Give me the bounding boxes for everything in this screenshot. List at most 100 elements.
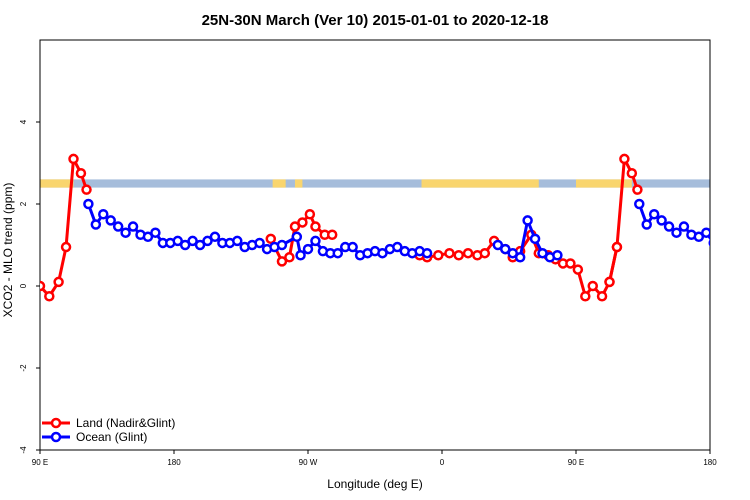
data-point — [565, 258, 576, 269]
data-point — [648, 209, 660, 220]
data-point — [641, 219, 652, 230]
y-tick-label: 0 — [19, 283, 28, 288]
data-point — [68, 153, 79, 165]
data-point — [202, 235, 213, 247]
legend-label: Ocean (Glint) — [76, 430, 147, 444]
data-point — [194, 239, 206, 251]
legend-marker — [50, 431, 62, 443]
x-tick-label: 90 E — [568, 458, 584, 467]
legend: Land (Nadir&Glint)Ocean (Glint) — [42, 416, 175, 444]
data-point — [276, 239, 288, 251]
data-point — [537, 247, 548, 259]
data-point — [120, 227, 131, 238]
y-tick-label: 2 — [19, 201, 28, 206]
x-axis-label: Longitude (deg E) — [327, 477, 422, 491]
data-point — [291, 231, 303, 243]
data-point — [276, 256, 288, 267]
data-point — [75, 168, 87, 179]
data-point — [572, 264, 584, 275]
data-point — [179, 239, 191, 251]
data-point — [332, 247, 344, 259]
series-group — [40, 153, 643, 302]
data-point — [284, 252, 295, 263]
land-band-segment — [421, 179, 539, 188]
x-tick-label: 90 E — [32, 458, 48, 467]
landmask-band — [40, 179, 710, 188]
data-point — [392, 241, 403, 253]
data-point — [656, 215, 667, 226]
data-point — [254, 237, 265, 249]
chart-title: 25N-30N March (Ver 10) 2015-01-01 to 202… — [202, 12, 549, 29]
series-group — [83, 198, 710, 263]
data-point — [421, 247, 433, 259]
data-point — [310, 221, 321, 232]
data-point — [232, 235, 243, 247]
data-point — [552, 250, 563, 261]
data-point — [453, 250, 464, 261]
data-point — [678, 221, 690, 232]
data-point — [326, 229, 338, 240]
x-axis: 90 E 180 90 W 0 90 E 180 — [32, 450, 717, 467]
land-band-segment — [272, 179, 286, 188]
data-point — [462, 247, 474, 259]
data-point — [98, 209, 109, 220]
data-point — [634, 198, 645, 210]
data-point — [433, 250, 444, 261]
data-point — [265, 233, 277, 245]
land-band-segment — [40, 179, 74, 188]
y-axis-label: XCO2 - MLO trend (ppm) — [1, 183, 15, 318]
data-point — [289, 221, 301, 232]
y-tick-label: -4 — [19, 446, 28, 454]
data-point — [127, 221, 139, 232]
data-point — [479, 247, 491, 259]
y-axis: -4 -2 0 2 4 — [19, 119, 40, 454]
legend-label: Land (Nadir&Glint) — [76, 416, 175, 430]
data-point — [347, 241, 358, 253]
x-tick-label: 90 W — [299, 458, 318, 467]
data-point — [172, 235, 183, 247]
data-point — [701, 227, 710, 238]
data-point — [580, 291, 591, 302]
data-point — [507, 247, 518, 259]
x-tick-label: 180 — [703, 458, 717, 467]
data-point — [304, 209, 316, 220]
ocean-band — [40, 179, 710, 188]
data-point — [297, 217, 308, 228]
x-tick-label: 180 — [167, 458, 181, 467]
x-tick-label: 0 — [440, 458, 445, 467]
data-point — [522, 215, 533, 226]
data-point — [604, 276, 615, 288]
land-band-segment — [294, 179, 303, 188]
data-point — [187, 235, 198, 247]
data-point — [142, 231, 154, 243]
data-point — [693, 231, 705, 243]
data-point — [81, 184, 92, 195]
data-point — [596, 291, 608, 302]
data-point — [209, 231, 221, 243]
data-point — [663, 221, 675, 232]
land-band-segment — [576, 179, 632, 188]
data-point — [112, 221, 124, 232]
data-point — [619, 153, 630, 165]
y-tick-label: 4 — [19, 119, 28, 124]
data-point — [611, 241, 623, 253]
data-point — [671, 227, 682, 238]
data-point — [626, 168, 638, 179]
data-point — [529, 233, 541, 245]
data-point — [632, 184, 643, 195]
series-layer — [40, 153, 710, 302]
data-point — [295, 250, 306, 261]
data-point — [83, 198, 94, 210]
data-point — [587, 280, 598, 292]
plot-frame — [39, 39, 711, 451]
series-line — [419, 233, 619, 298]
data-point — [310, 235, 321, 247]
data-point — [105, 215, 116, 226]
data-point — [90, 219, 102, 230]
y-tick-label: -2 — [19, 364, 28, 372]
data-point — [60, 241, 72, 253]
data-point — [708, 239, 710, 247]
data-point — [150, 227, 161, 238]
data-point — [40, 280, 46, 292]
